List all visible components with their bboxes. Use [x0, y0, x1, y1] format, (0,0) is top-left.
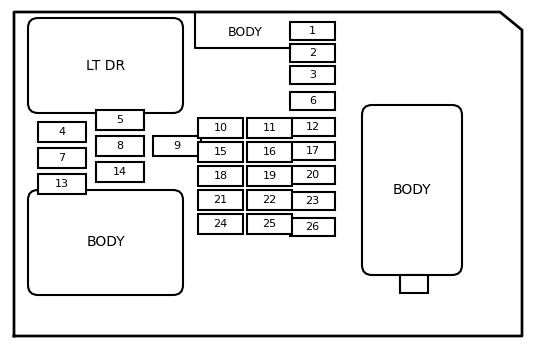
Text: 15: 15: [213, 147, 227, 157]
Text: 13: 13: [55, 179, 69, 189]
Text: 18: 18: [213, 171, 228, 181]
Text: 6: 6: [309, 96, 316, 106]
Text: 5: 5: [116, 115, 123, 125]
Text: 25: 25: [263, 219, 277, 229]
Bar: [96, 136, 144, 156]
Bar: [247, 118, 292, 138]
Bar: [198, 214, 243, 234]
Text: 23: 23: [306, 196, 319, 206]
Bar: [96, 110, 144, 130]
Text: 9: 9: [174, 141, 181, 151]
Bar: [247, 142, 292, 162]
Bar: [198, 142, 243, 162]
Text: 7: 7: [58, 153, 65, 163]
Bar: [400, 275, 428, 293]
Bar: [153, 136, 201, 156]
Text: 1: 1: [309, 26, 316, 36]
Text: 16: 16: [263, 147, 277, 157]
Bar: [198, 190, 243, 210]
Bar: [290, 166, 335, 184]
Bar: [247, 190, 292, 210]
Text: BODY: BODY: [228, 27, 263, 39]
Bar: [38, 148, 86, 168]
Bar: [198, 166, 243, 186]
Bar: [290, 142, 335, 160]
Text: 22: 22: [263, 195, 277, 205]
Text: 3: 3: [309, 70, 316, 80]
Text: 17: 17: [306, 146, 319, 156]
Text: 20: 20: [306, 170, 319, 180]
Text: 8: 8: [116, 141, 124, 151]
Bar: [38, 122, 86, 142]
Text: 14: 14: [113, 167, 127, 177]
Bar: [290, 66, 335, 84]
Bar: [290, 22, 335, 40]
Bar: [96, 162, 144, 182]
Text: 2: 2: [309, 48, 316, 58]
Bar: [290, 118, 335, 136]
Bar: [290, 192, 335, 210]
Text: 26: 26: [306, 222, 319, 232]
Text: LT DR: LT DR: [86, 58, 125, 73]
Bar: [247, 214, 292, 234]
Text: 4: 4: [58, 127, 65, 137]
Bar: [38, 174, 86, 194]
Text: 24: 24: [213, 219, 228, 229]
Text: 12: 12: [306, 122, 319, 132]
Bar: [290, 44, 335, 62]
Text: 11: 11: [263, 123, 277, 133]
Bar: [290, 218, 335, 236]
Text: BODY: BODY: [393, 183, 431, 197]
Bar: [198, 118, 243, 138]
Text: 10: 10: [213, 123, 227, 133]
Bar: [247, 166, 292, 186]
FancyBboxPatch shape: [362, 105, 462, 275]
Text: 21: 21: [213, 195, 228, 205]
Bar: [290, 92, 335, 110]
Text: BODY: BODY: [86, 236, 125, 249]
Text: 19: 19: [263, 171, 277, 181]
FancyBboxPatch shape: [28, 18, 183, 113]
FancyBboxPatch shape: [28, 190, 183, 295]
